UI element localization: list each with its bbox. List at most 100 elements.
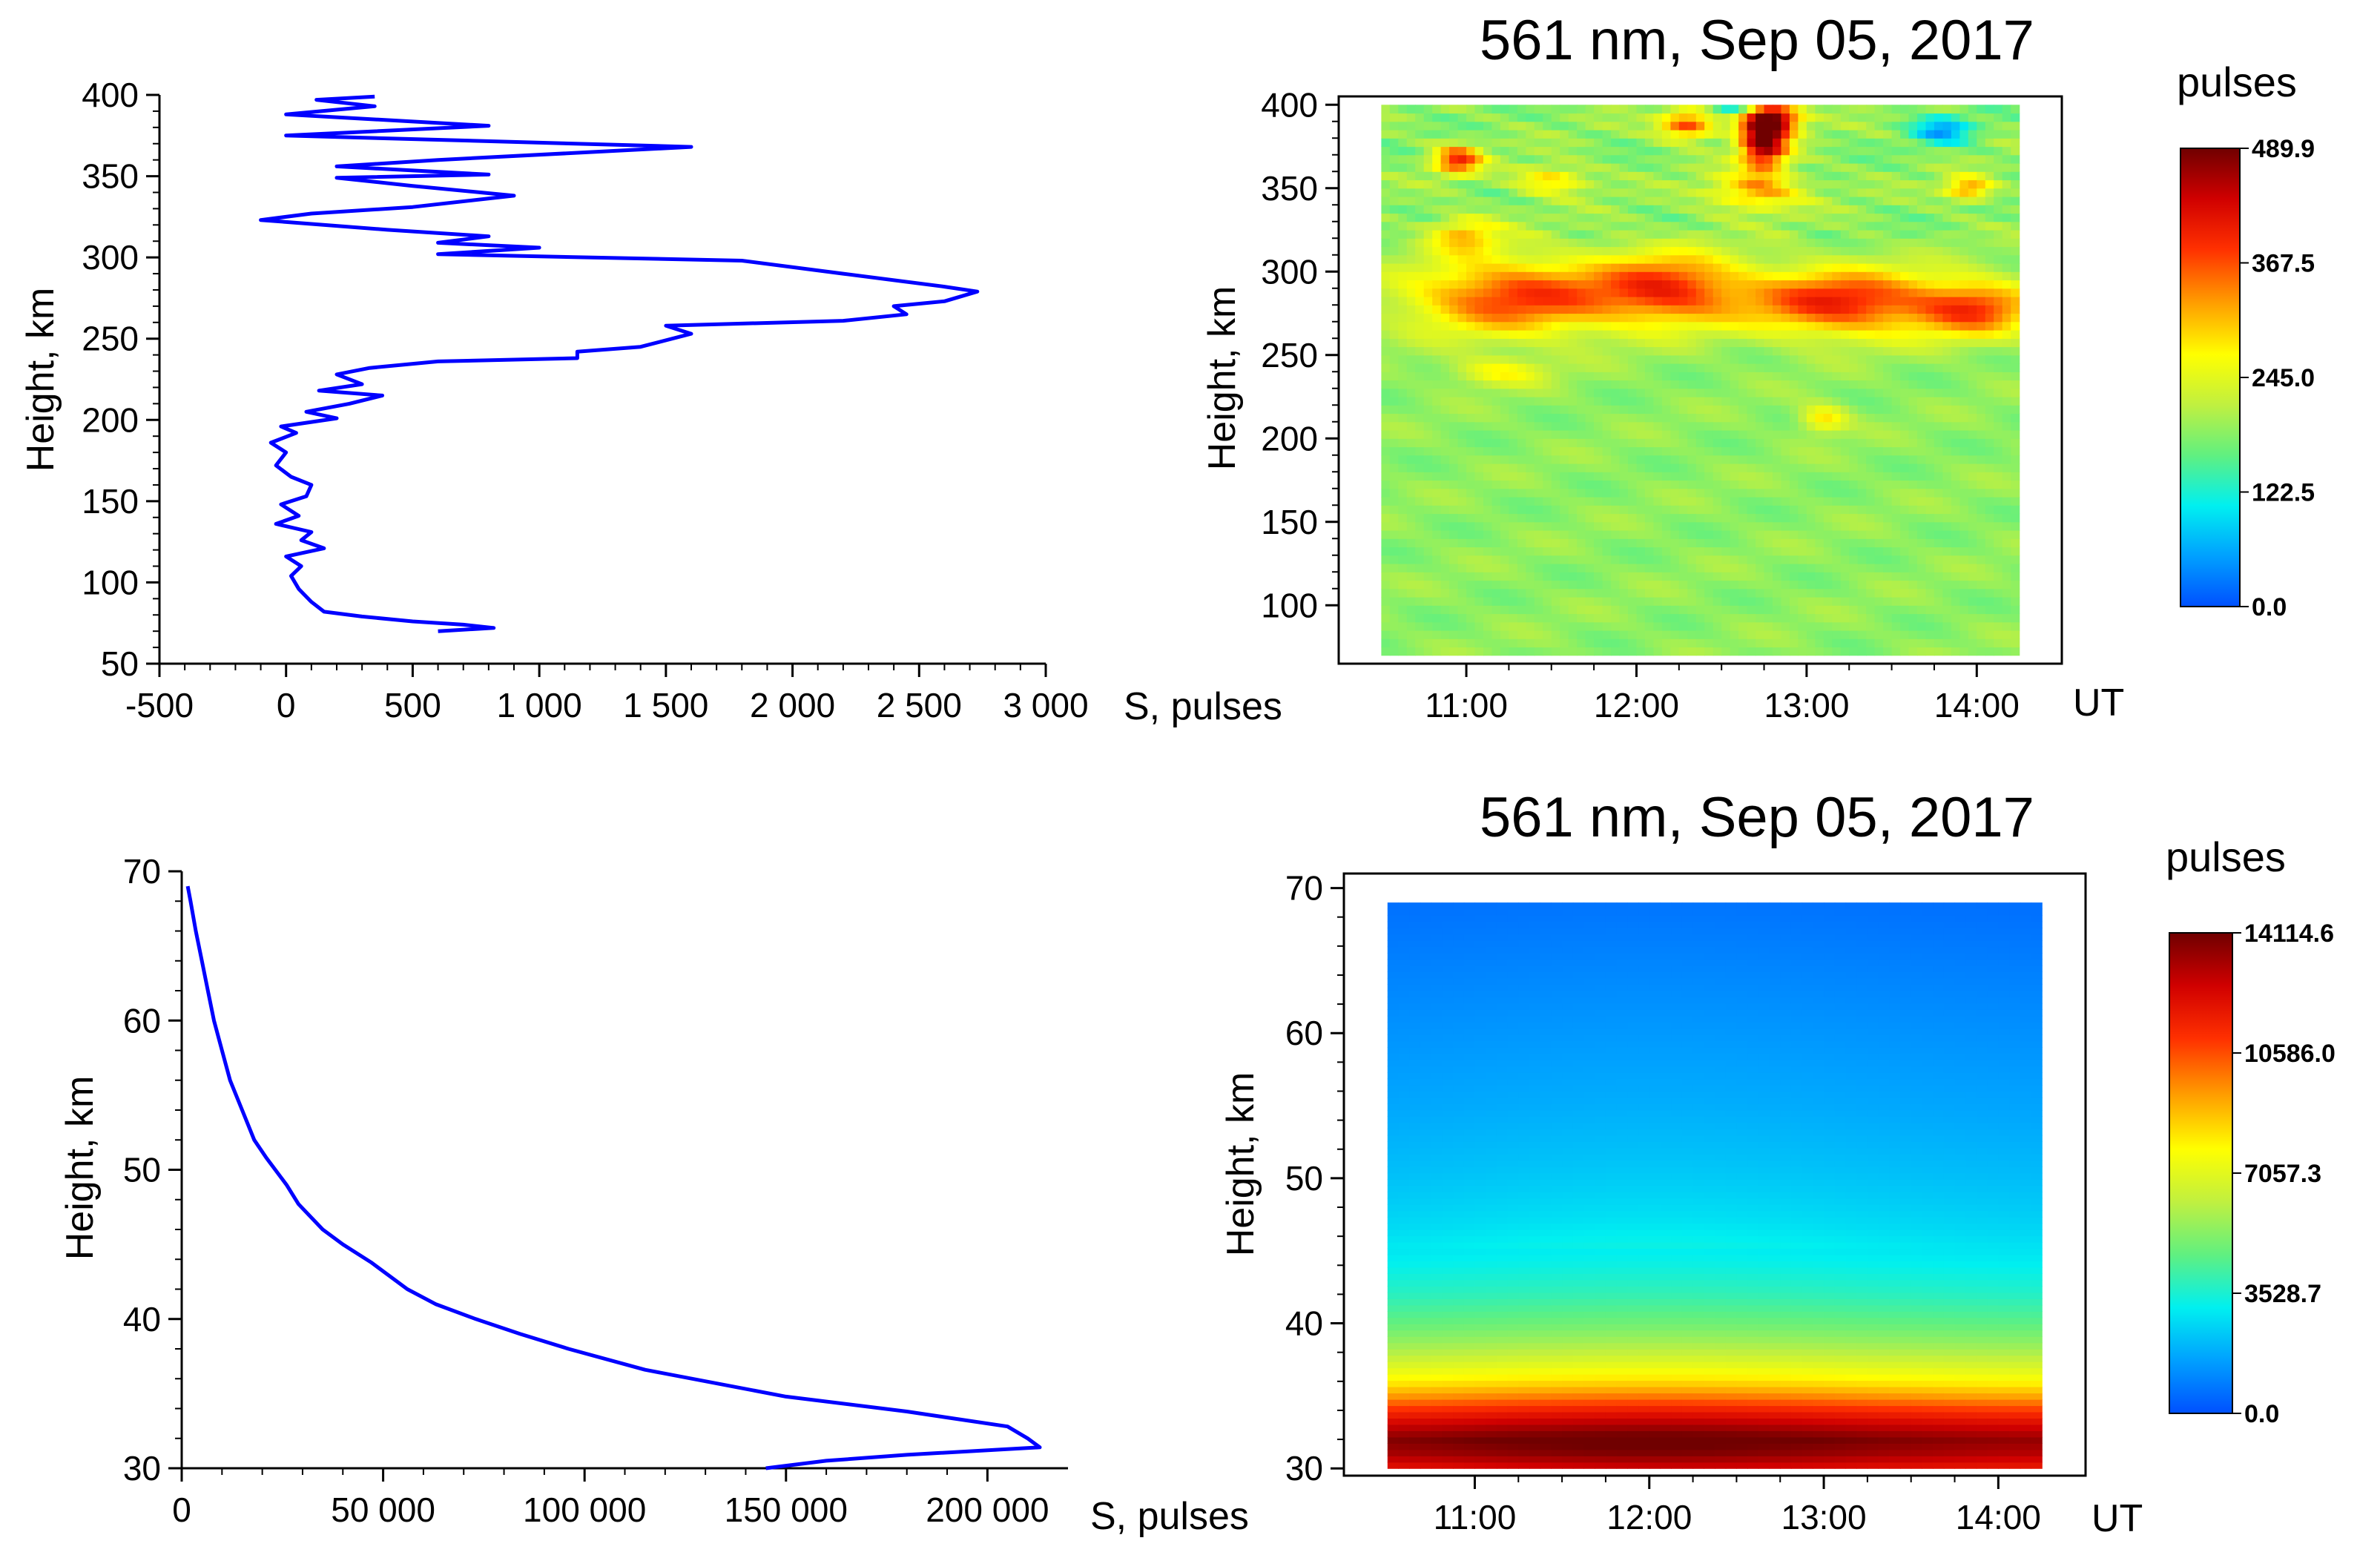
- heatmap-cell: [1560, 438, 1569, 448]
- heatmap-cell: [1942, 297, 1952, 306]
- heatmap-cell: [1747, 163, 1756, 172]
- heatmap-cell: [1585, 588, 1595, 598]
- heatmap-cell: [1670, 455, 1680, 464]
- heatmap-cell: [1628, 297, 1638, 306]
- heatmap-cell: [1543, 163, 1552, 172]
- heatmap-cell: [1491, 305, 1501, 314]
- heatmap-cell: [1661, 621, 1671, 631]
- heatmap-cell: [1526, 154, 1535, 164]
- heatmap-cell: [1517, 288, 1526, 297]
- heatmap-cell: [1977, 455, 1986, 464]
- heatmap-cell: [1678, 305, 1688, 314]
- heatmap-cell: [2002, 313, 2011, 323]
- heatmap-cell: [1611, 238, 1621, 248]
- heatmap-cell: [1959, 221, 1969, 231]
- heatmap-cell: [1917, 630, 1927, 639]
- heatmap-cell: [1474, 330, 1484, 339]
- heatmap-cell: [1789, 488, 1799, 498]
- heatmap-cell: [1773, 497, 1782, 506]
- heatmap-cell: [1619, 630, 1629, 639]
- heatmap-cell: [1517, 205, 1526, 214]
- heatmap-cell: [1560, 372, 1569, 381]
- heatmap-cell: [1594, 205, 1603, 214]
- heatmap-cell: [1994, 154, 2003, 164]
- heatmap-cell: [1832, 621, 1842, 631]
- heatmap-cell: [1815, 564, 1824, 572]
- heatmap-cell: [1840, 188, 1850, 197]
- heatmap-cell: [1959, 480, 1969, 489]
- heatmap-cell: [1756, 421, 1765, 431]
- heatmap-cell: [1585, 221, 1595, 231]
- heatmap-cell: [1644, 572, 1654, 581]
- heatmap-cell: [1611, 105, 1621, 114]
- heatmap-cell: [1849, 288, 1859, 297]
- heatmap-cell: [1951, 363, 1960, 372]
- heatmap-cell: [1449, 580, 1459, 590]
- heatmap-cell: [1789, 321, 1799, 331]
- heatmap-cell: [1423, 480, 1433, 489]
- y-tick-label: 250: [82, 320, 139, 358]
- heatmap-cell: [1534, 280, 1543, 289]
- heatmap-cell: [1773, 621, 1782, 631]
- heatmap-cell: [1415, 621, 1425, 631]
- heatmap-cell: [1509, 488, 1518, 498]
- heatmap-cell: [1415, 246, 1425, 256]
- heatmap-cell: [1534, 547, 1543, 556]
- heatmap-cell: [1483, 179, 1493, 189]
- heatmap-cell: [1756, 197, 1765, 205]
- heatmap-cell: [1585, 354, 1595, 364]
- heatmap-cell: [1687, 472, 1697, 481]
- heatmap-cell: [1849, 538, 1859, 548]
- heatmap-cell: [1560, 197, 1569, 205]
- heatmap-cell: [1883, 338, 1893, 348]
- heatmap-cell: [1773, 330, 1782, 339]
- heatmap-cell: [1934, 446, 1943, 456]
- heatmap-cell: [1900, 197, 1910, 205]
- heatmap-cell: [1670, 346, 1680, 356]
- heatmap-cell: [1483, 388, 1493, 397]
- heatmap-cell: [1594, 638, 1603, 648]
- heatmap-cell: [1543, 564, 1552, 572]
- heatmap-cell: [1543, 372, 1552, 381]
- heatmap-cell: [1474, 413, 1484, 423]
- heatmap-cell: [1526, 630, 1535, 639]
- heatmap-cell: [1756, 238, 1765, 248]
- heatmap-cell: [1483, 346, 1493, 356]
- heatmap-cell: [1619, 179, 1629, 189]
- heatmap-cell: [1449, 430, 1459, 439]
- heatmap-cell: [1500, 113, 1509, 122]
- heatmap-cell: [1832, 455, 1842, 464]
- heatmap-cell: [1661, 547, 1671, 556]
- heatmap-cell: [1942, 363, 1952, 372]
- heatmap-cell: [1594, 530, 1603, 539]
- heatmap-cell: [1832, 230, 1842, 239]
- heatmap-cell: [1466, 480, 1476, 489]
- heatmap-cell: [1500, 472, 1509, 481]
- heatmap-cell: [1628, 263, 1638, 272]
- heatmap-cell: [1611, 346, 1621, 356]
- heatmap-cell: [1806, 205, 1816, 214]
- heatmap-cell: [1806, 638, 1816, 648]
- heatmap-cell: [1423, 588, 1433, 598]
- heatmap-cell: [1644, 121, 1654, 131]
- heatmap-cell: [1500, 513, 1509, 523]
- heatmap-cell: [1951, 630, 1960, 639]
- heatmap-cell: [1406, 413, 1416, 423]
- heatmap-cell: [1534, 246, 1543, 256]
- heatmap-cell: [1551, 538, 1560, 548]
- heatmap-cell: [1517, 421, 1526, 431]
- heatmap-cell: [1891, 388, 1901, 397]
- heatmap-cell: [1560, 588, 1569, 598]
- heatmap-cell: [1628, 497, 1638, 506]
- heatmap-cell: [1900, 213, 1910, 222]
- heatmap-cell: [1815, 455, 1824, 464]
- heatmap-cell: [1678, 405, 1688, 415]
- heatmap-cell: [1577, 388, 1586, 397]
- heatmap-cell: [1568, 179, 1578, 189]
- heatmap-cell: [1738, 530, 1748, 539]
- heatmap-cell: [1704, 388, 1714, 397]
- heatmap-cell: [1942, 497, 1952, 506]
- heatmap-cell: [1594, 605, 1603, 615]
- heatmap-cell: [1738, 564, 1748, 572]
- heatmap-cell: [1577, 513, 1586, 523]
